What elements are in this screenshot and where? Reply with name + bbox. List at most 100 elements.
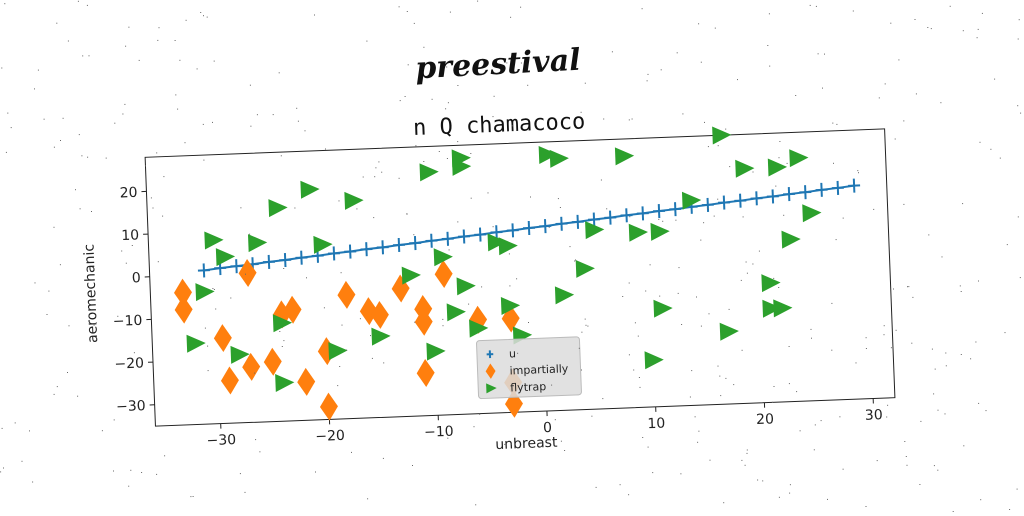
speckle-dot [96,322,97,323]
speckle-dot [245,492,246,493]
speckle-dot [79,134,80,135]
speckle-dot [512,125,513,126]
speckle-dot [214,61,215,62]
speckle-dot [360,318,361,319]
speckle-dot [990,149,991,150]
speckle-dot [164,455,165,456]
speckle-dot [494,96,495,97]
speckle-dot [857,170,858,171]
speckle-dot [581,332,582,333]
speckle-dot [691,370,692,371]
speckle-dot [493,116,494,117]
speckle-dot [245,274,246,275]
speckle-dot [279,331,280,332]
speckle-dot [741,280,742,281]
speckle-dot [675,220,676,221]
speckle-dot [946,365,947,366]
speckle-dot [139,60,140,61]
speckle-dot [715,28,716,29]
speckle-dot [811,338,812,339]
speckle-dot [679,267,680,268]
speckle-dot [102,430,103,431]
speckle-dot [1019,19,1020,20]
speckle-dot [283,340,284,341]
speckle-dot [937,470,938,471]
speckle-dot [779,497,780,498]
speckle-dot [306,277,307,278]
speckle-dot [769,66,770,67]
speckle-dot [831,350,832,351]
speckle-dot [159,27,160,28]
speckle-dot [255,439,256,440]
speckle-dot [249,234,250,235]
speckle-dot [606,208,607,209]
speckle-dot [950,6,951,7]
speckle-dot [375,167,376,168]
speckle-dot [904,441,905,442]
speckle-dot [769,13,770,14]
speckle-dot [551,385,552,386]
speckle-dot [982,13,983,14]
speckle-dot [907,465,908,466]
speckle-dot [214,289,215,290]
speckle-dot [650,264,651,265]
speckle-dot [879,97,880,98]
speckle-dot [767,45,768,46]
speckle-dot [662,221,663,222]
speckle-dot [1020,277,1021,278]
speckle-dot [203,124,204,125]
speckle-dot [963,445,964,446]
speckle-dot [602,398,603,399]
speckle-dot [698,23,699,24]
speckle-dot [853,11,854,12]
speckle-dot [759,251,760,252]
speckle-dot [647,80,648,81]
speckle-dot [934,465,935,466]
speckle-dot [710,460,711,461]
speckle-dot [866,348,867,349]
speckle-dot [682,113,683,114]
speckle-dot [374,176,375,177]
speckle-dot [509,253,510,254]
speckle-dot [212,122,213,123]
speckle-dot [337,385,338,386]
speckle-dot [408,64,409,65]
speckle-dot [341,272,342,273]
speckle-dot [591,416,592,417]
speckle-dot [629,216,630,217]
speckle-dot [240,207,241,208]
speckle-dot [250,85,251,86]
speckle-dot [521,63,522,64]
speckle-dot [890,23,891,24]
speckle-dot [128,486,129,487]
speckle-dot [932,349,933,350]
speckle-dot [677,52,678,53]
speckle-dot [560,207,561,208]
speckle-dot [1020,113,1021,114]
speckle-dot [6,152,7,153]
speckle-dot [35,282,36,283]
speckle-dot [725,129,726,130]
speckle-dot [940,102,941,103]
speckle-dot [612,51,613,52]
speckle-dot [283,268,284,269]
speckle-dot [151,197,152,198]
speckle-dot [294,208,295,209]
speckle-dot [298,121,299,122]
speckle-dot [468,304,469,305]
speckle-dot [725,378,726,379]
speckle-dot [156,152,157,153]
speckle-dot [718,145,719,146]
speckle-dot [822,88,823,89]
speckle-dot [439,151,440,152]
speckle-dot [413,234,414,235]
speckle-dot [919,484,920,485]
speckle-dot [884,325,885,326]
speckle-dot [407,11,408,12]
speckle-dot [296,108,297,109]
speckle-dot [38,70,39,71]
speckle-dot [561,441,562,442]
speckle-dot [60,140,61,141]
speckle-dot [339,200,340,201]
